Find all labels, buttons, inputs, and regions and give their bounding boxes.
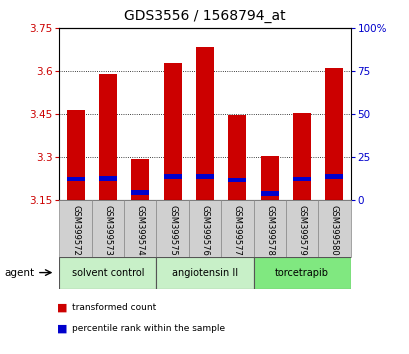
Bar: [228, 115, 246, 200]
Text: torcetrapib: torcetrapib: [274, 268, 328, 278]
Bar: [292, 177, 310, 181]
Bar: [189, 200, 220, 257]
Bar: [325, 174, 342, 179]
Text: GSM399575: GSM399575: [168, 205, 177, 255]
Text: ■: ■: [57, 324, 68, 333]
Bar: [325, 68, 342, 200]
Bar: [260, 191, 278, 196]
Bar: [292, 113, 310, 200]
Text: GSM399579: GSM399579: [297, 205, 306, 255]
Text: GSM399573: GSM399573: [103, 205, 112, 256]
Bar: [92, 200, 124, 257]
Bar: [59, 200, 92, 257]
Text: GDS3556 / 1568794_at: GDS3556 / 1568794_at: [124, 9, 285, 23]
Bar: [228, 178, 246, 182]
Bar: [220, 200, 253, 257]
Bar: [285, 200, 317, 257]
Text: angiotensin II: angiotensin II: [171, 268, 238, 278]
Bar: [131, 159, 149, 200]
Text: GSM399580: GSM399580: [329, 205, 338, 255]
Text: GSM399574: GSM399574: [135, 205, 144, 255]
Bar: [163, 63, 181, 200]
Bar: [99, 74, 117, 200]
Text: GSM399577: GSM399577: [232, 205, 241, 256]
Bar: [260, 156, 278, 200]
Text: transformed count: transformed count: [72, 303, 155, 313]
Bar: [59, 257, 156, 289]
Bar: [156, 257, 253, 289]
Bar: [124, 200, 156, 257]
Bar: [156, 200, 189, 257]
Bar: [196, 174, 213, 179]
Bar: [253, 200, 285, 257]
Text: agent: agent: [4, 268, 34, 278]
Text: ■: ■: [57, 303, 68, 313]
Bar: [99, 176, 117, 181]
Bar: [67, 110, 84, 200]
Bar: [163, 174, 181, 179]
Text: solvent control: solvent control: [72, 268, 144, 278]
Bar: [196, 47, 213, 200]
Text: GSM399578: GSM399578: [265, 205, 274, 256]
Bar: [131, 190, 149, 195]
Text: GSM399572: GSM399572: [71, 205, 80, 255]
Text: GSM399576: GSM399576: [200, 205, 209, 256]
Bar: [253, 257, 350, 289]
Bar: [67, 177, 84, 181]
Text: percentile rank within the sample: percentile rank within the sample: [72, 324, 224, 333]
Bar: [317, 200, 350, 257]
